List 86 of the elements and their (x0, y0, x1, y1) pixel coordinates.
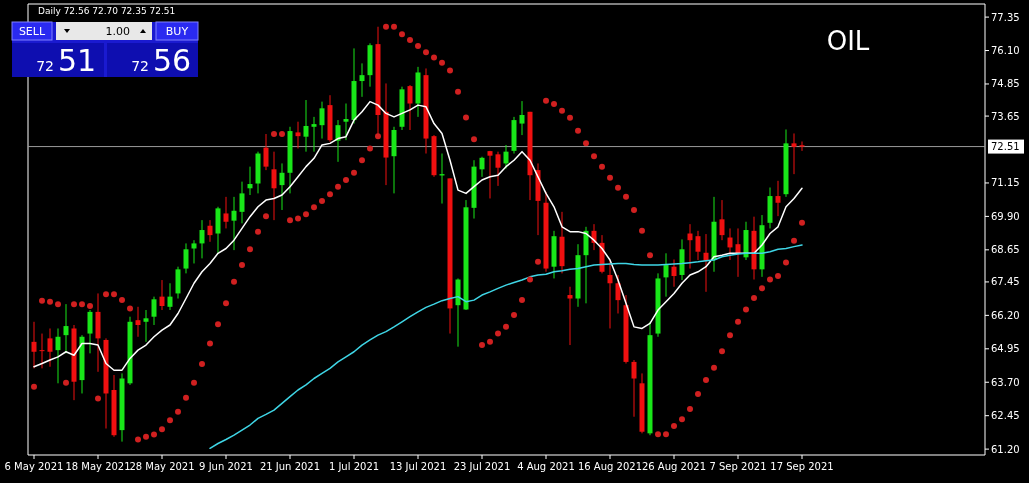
candlestick (407, 84, 413, 131)
y-tick-label: 69.90 (991, 210, 1020, 222)
candlestick (775, 180, 781, 217)
candlestick (63, 303, 69, 354)
candlestick (359, 62, 365, 98)
candlestick (223, 196, 229, 229)
y-tick-label: 71.15 (991, 177, 1020, 189)
candlestick (671, 258, 677, 288)
y-tick-label: 74.85 (991, 78, 1020, 90)
candlestick (199, 219, 205, 259)
x-tick-label: 18 May 2021 (65, 461, 131, 472)
candlestick (135, 306, 141, 338)
candlestick (247, 166, 253, 196)
candlestick (39, 333, 45, 369)
candlestick (727, 227, 733, 261)
candlestick (695, 230, 701, 261)
candlestick (631, 359, 637, 418)
candlestick (159, 279, 165, 311)
line-series (33, 100, 803, 371)
x-tick-label: 28 May 2021 (129, 461, 195, 472)
annotation: 72 (131, 58, 149, 74)
annotation: 51 (58, 43, 97, 78)
ref-line-label: 72.51 (991, 141, 1020, 153)
y-tick-label: 77.35 (991, 11, 1020, 23)
candlestick (719, 199, 725, 241)
y-tick-label: 76.10 (991, 45, 1020, 57)
candlestick (87, 309, 93, 354)
text: OIL (826, 26, 870, 56)
x-tick-label: 16 Aug 2021 (577, 461, 643, 472)
annotation: SELL (18, 25, 46, 38)
x-tick-label: 9 Jun 2021 (199, 461, 253, 472)
x-tick-label: 4 Aug 2021 (517, 461, 575, 472)
candlestick (271, 151, 277, 221)
x-tick-label: 17 Sep 2021 (770, 461, 834, 472)
candlestick (503, 144, 509, 170)
candlestick (687, 223, 693, 270)
candlestick (335, 119, 341, 163)
candlestick (55, 327, 61, 384)
annotation: BUY (165, 25, 189, 38)
candlestick (207, 219, 213, 243)
candlestick (343, 103, 349, 141)
candlestick (263, 133, 269, 171)
annotation: 1.00 (105, 25, 130, 38)
line-series (209, 244, 803, 450)
candlestick (607, 259, 613, 329)
candlestick (143, 309, 149, 343)
candlestick (311, 116, 317, 153)
candlestick (239, 181, 245, 224)
candlestick (167, 282, 173, 311)
y-tick-label: 64.95 (991, 343, 1020, 355)
candlestick (47, 327, 53, 368)
x-tick-label: 7 Sep 2021 (709, 461, 767, 472)
candlestick (479, 156, 485, 178)
y-tick-label: 67.45 (991, 276, 1020, 288)
x-tick-label: 6 May 2021 (4, 461, 64, 472)
x-tick-label: 13 Jul 2021 (389, 461, 447, 472)
y-tick-label: 62.45 (991, 410, 1020, 422)
y-tick-label: 63.70 (991, 376, 1020, 388)
candlestick (183, 242, 189, 274)
candlestick (663, 252, 669, 298)
annotation: Daily 72.56 72.70 72.35 72.51 (38, 6, 176, 16)
y-tick-label: 73.65 (991, 110, 1020, 122)
candlestick (519, 100, 525, 136)
candlestick (319, 101, 325, 140)
candlestick (303, 99, 309, 153)
candlestick (799, 140, 805, 152)
candlestick (487, 150, 493, 199)
candlestick (191, 239, 197, 264)
candlestick (567, 286, 573, 346)
candlestick (295, 121, 301, 149)
annotation: 56 (153, 43, 192, 78)
annotation: 72 (36, 58, 54, 74)
y-tick-label: 68.65 (991, 244, 1020, 256)
candlestick (279, 162, 285, 211)
x-tick-label: 26 Aug 2021 (641, 461, 707, 472)
x-tick-label: 1 Jul 2021 (328, 461, 380, 472)
x-tick-label: 23 Jul 2021 (453, 461, 511, 472)
candlestick (31, 321, 37, 369)
candlestick (231, 196, 237, 251)
y-tick-label: 66.20 (991, 309, 1020, 321)
candlestick (735, 227, 741, 278)
x-tick-label: 21 Jun 2021 (259, 461, 321, 472)
candlestick (791, 132, 797, 175)
y-tick-label: 61.20 (991, 443, 1020, 455)
candlestick (151, 296, 157, 326)
candlestick (495, 151, 501, 187)
